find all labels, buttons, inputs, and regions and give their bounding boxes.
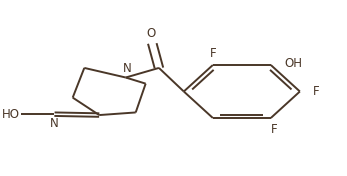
Text: N: N xyxy=(50,117,59,130)
Text: OH: OH xyxy=(284,57,302,70)
Text: HO: HO xyxy=(2,108,20,121)
Text: F: F xyxy=(210,47,216,60)
Text: N: N xyxy=(123,62,132,75)
Text: F: F xyxy=(313,85,320,98)
Text: F: F xyxy=(271,123,278,136)
Text: O: O xyxy=(146,27,155,40)
